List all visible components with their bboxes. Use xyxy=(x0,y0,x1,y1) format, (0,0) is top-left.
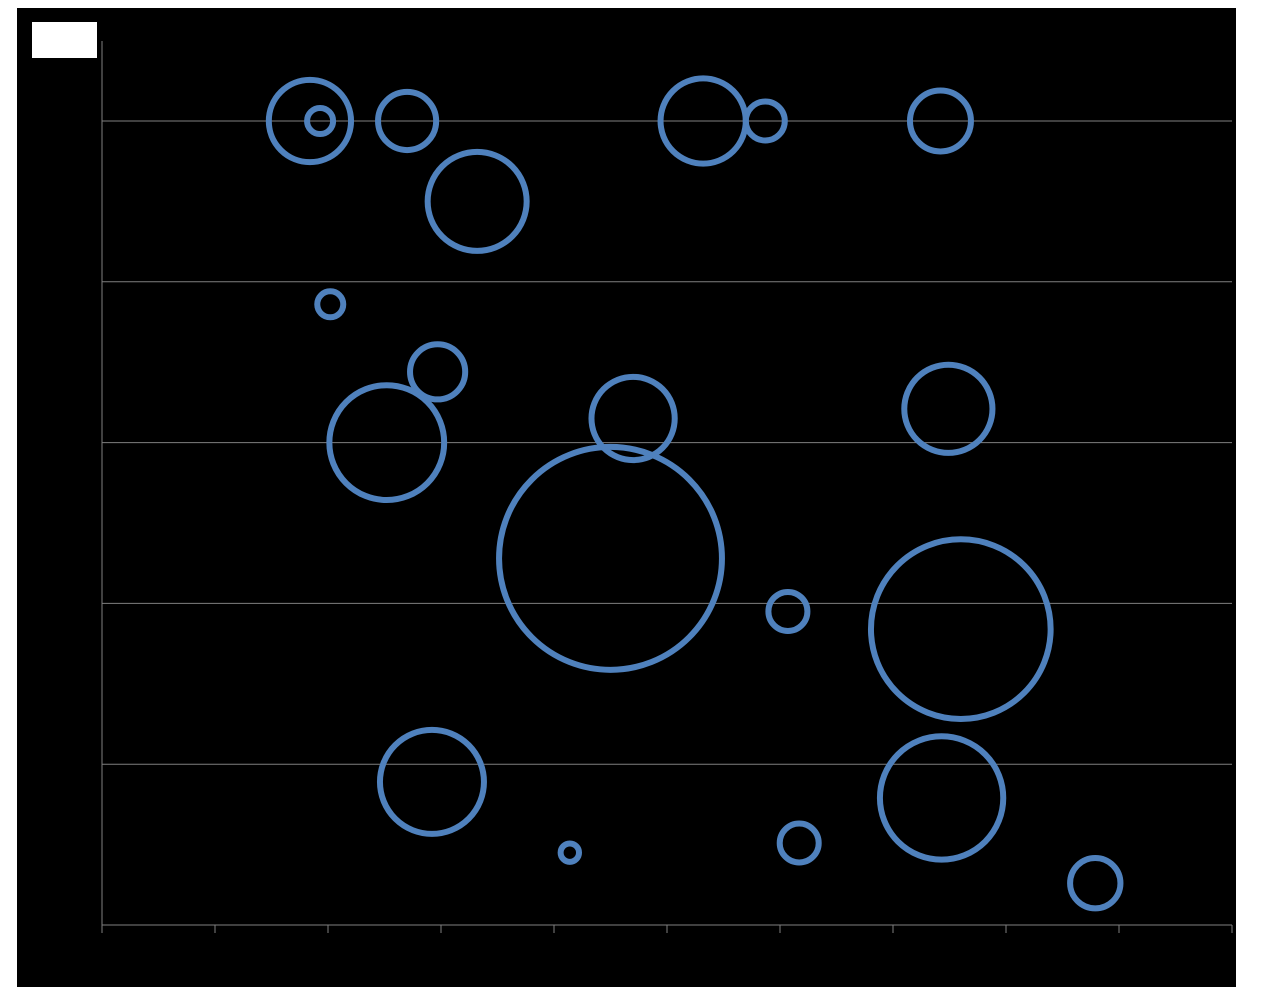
bubble-point xyxy=(496,443,725,673)
legend xyxy=(32,22,97,58)
bubble-point xyxy=(1067,855,1124,912)
bubble-point xyxy=(265,76,355,166)
bubble-chart xyxy=(101,41,1233,933)
x-axis xyxy=(101,41,1233,933)
chart-frame xyxy=(17,8,1236,987)
bubble-point xyxy=(375,88,440,154)
bubble-point xyxy=(424,148,530,254)
bubble-point xyxy=(304,105,337,137)
bubble-point xyxy=(588,373,678,464)
bubble-point xyxy=(742,98,788,144)
bubble-point xyxy=(557,840,583,865)
bubble-point xyxy=(867,536,1054,722)
bubble-point xyxy=(906,87,974,155)
bubble-point xyxy=(376,726,487,837)
bubble-point xyxy=(876,733,1007,863)
bubble-point xyxy=(776,820,822,866)
bubbles xyxy=(265,75,1124,912)
bubble-point xyxy=(314,288,347,321)
bubble-point xyxy=(326,382,448,504)
bubble-point xyxy=(765,588,811,634)
bubble-point xyxy=(901,361,996,456)
bubble-point xyxy=(407,341,469,403)
